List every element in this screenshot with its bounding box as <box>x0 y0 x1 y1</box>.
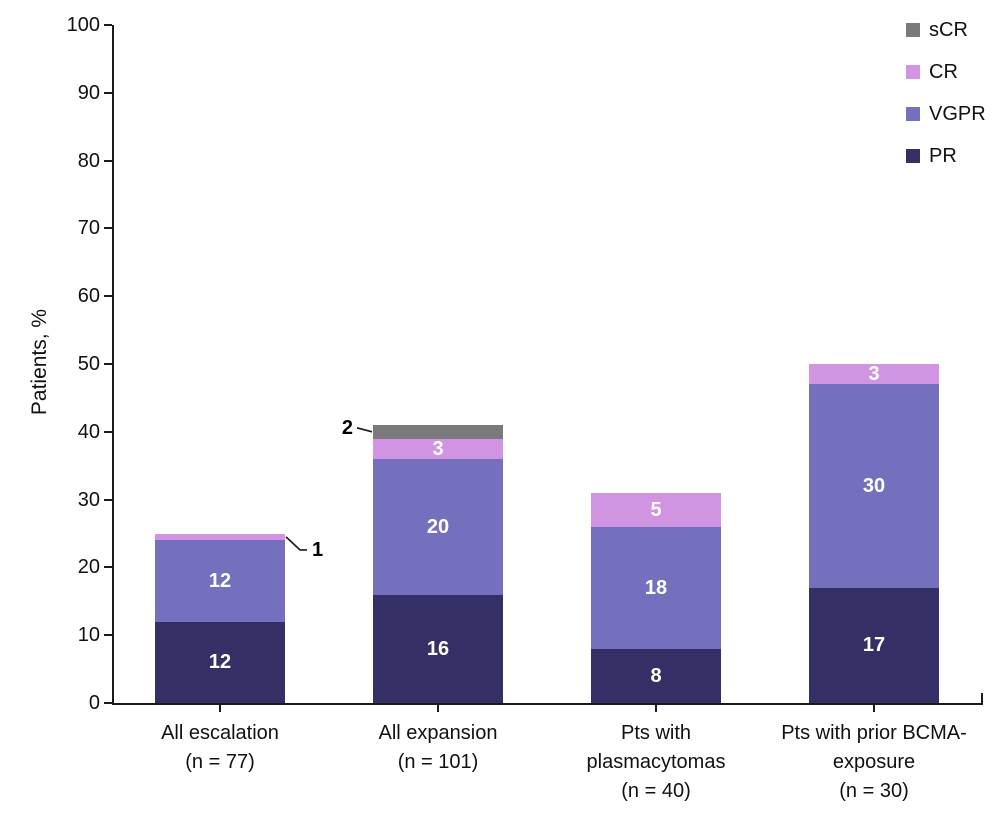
bar-value-label: 8 <box>650 664 662 687</box>
x-tick-mark <box>655 705 657 712</box>
legend-swatch-scr-icon <box>906 23 920 37</box>
bar-value-label: 3 <box>868 363 880 386</box>
bar-value-label: 17 <box>862 634 886 657</box>
legend: sCR CR VGPR PR <box>906 20 986 188</box>
legend-entry-vgpr: VGPR <box>906 104 986 124</box>
bar-value-label: 12 <box>208 651 232 674</box>
y-tick-label: 20 <box>77 556 100 579</box>
bar-value-label: 12 <box>208 569 232 592</box>
bar-segment-vgpr: 30 <box>809 384 939 588</box>
bar-segment-pr: 12 <box>155 621 285 703</box>
y-tick-label: 30 <box>77 488 100 511</box>
x-category-label: Pts with prior BCMA- exposure (n = 30) <box>781 722 967 802</box>
x-category-label: All expansion (n = 101) <box>378 722 498 773</box>
y-tick-mark <box>104 566 112 569</box>
y-tick-label: 100 <box>66 14 100 36</box>
x-tick-mark <box>437 705 439 712</box>
y-tick-mark <box>104 702 112 704</box>
x-axis-end-cap <box>981 693 983 703</box>
callout-line <box>285 536 307 551</box>
y-tick-mark <box>104 363 112 365</box>
bar-segment-cr <box>155 533 285 541</box>
y-tick-mark <box>104 295 112 298</box>
legend-swatch-vgpr-icon <box>906 107 920 121</box>
bar-segment-pr: 8 <box>591 648 721 703</box>
legend-entry-pr: PR <box>906 146 986 166</box>
bar-value-label: 5 <box>650 498 662 521</box>
legend-swatch-cr-icon <box>906 65 920 79</box>
y-tick-mark <box>104 227 112 230</box>
y-tick-mark <box>104 634 112 637</box>
x-category-label: Pts with plasmacytomas (n = 40) <box>586 722 726 802</box>
legend-label: PR <box>929 145 957 167</box>
bar-segment-vgpr: 18 <box>591 526 721 649</box>
bar-value-label: 18 <box>644 576 668 599</box>
y-axis-title: Patients, % <box>28 308 51 416</box>
legend-entry-cr: CR <box>906 62 986 82</box>
y-tick-label: 50 <box>77 353 100 375</box>
legend-label: sCR <box>929 19 968 41</box>
y-tick-mark <box>104 91 112 94</box>
bar-segment-vgpr: 12 <box>155 540 285 622</box>
bar-value-label: 3 <box>432 437 444 460</box>
callout-value-label: 2 <box>341 416 353 439</box>
y-tick-label: 0 <box>88 692 100 714</box>
bar-segment-cr: 3 <box>809 363 939 386</box>
y-tick-label: 70 <box>77 217 100 240</box>
legend-label: CR <box>929 61 958 83</box>
x-tick-mark <box>873 705 875 712</box>
y-tick-label: 60 <box>77 285 100 308</box>
bar-segment-pr: 17 <box>809 587 939 703</box>
bar-segment-scr <box>373 425 503 439</box>
y-axis-line <box>112 25 114 703</box>
bar-segment-vgpr: 20 <box>373 458 503 595</box>
x-tick-mark <box>219 705 221 712</box>
bar-value-label: 30 <box>862 475 886 498</box>
y-tick-label: 10 <box>77 624 100 647</box>
y-tick-mark <box>104 430 112 433</box>
bar-segment-cr: 5 <box>591 492 721 527</box>
x-category-label: All escalation (n = 77) <box>161 722 279 773</box>
bar-value-label: 20 <box>426 515 450 538</box>
legend-label: VGPR <box>929 103 986 125</box>
bar-segment-cr: 3 <box>373 437 503 460</box>
y-tick-mark <box>104 24 112 26</box>
callout-line <box>356 427 373 433</box>
legend-swatch-pr-icon <box>906 149 920 163</box>
y-tick-mark <box>104 159 112 162</box>
y-tick-mark <box>104 498 112 501</box>
x-axis-line <box>112 703 983 705</box>
bar-segment-pr: 16 <box>373 594 503 703</box>
bar-value-label: 16 <box>426 637 450 660</box>
y-tick-label: 40 <box>77 420 100 443</box>
legend-entry-scr: sCR <box>906 20 986 40</box>
y-tick-label: 90 <box>77 81 100 104</box>
y-tick-label: 80 <box>77 149 100 172</box>
callout-value-label: 1 <box>312 538 324 561</box>
